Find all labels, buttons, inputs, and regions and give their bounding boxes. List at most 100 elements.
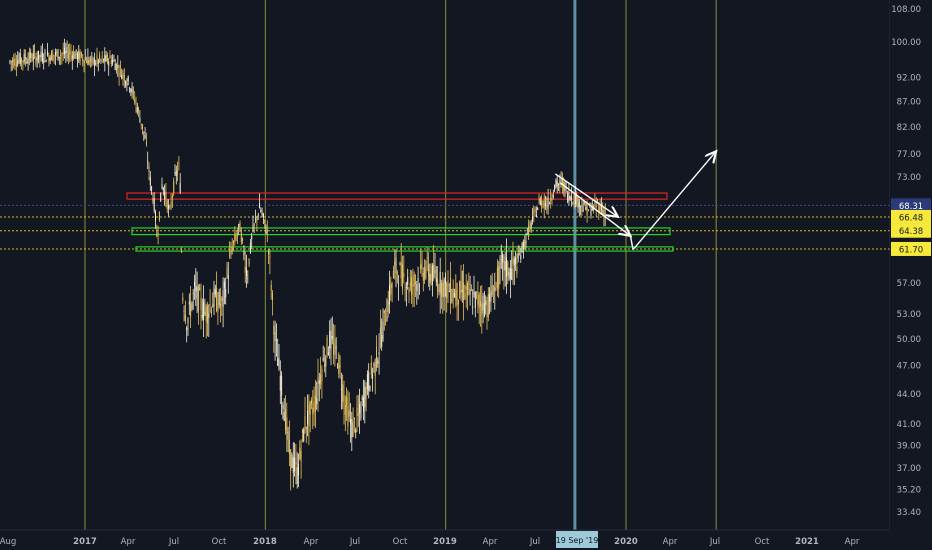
candle-body (40, 51, 42, 57)
candle-body (222, 290, 224, 307)
projection-arrows[interactable] (554, 151, 716, 251)
candle-body (385, 324, 387, 325)
candle-body (220, 303, 221, 307)
candle-body (318, 380, 320, 384)
projection-arrow[interactable] (554, 173, 618, 217)
candle-body (65, 50, 67, 54)
candle-body (470, 289, 472, 291)
candle-body (274, 332, 276, 342)
candle-body (338, 354, 340, 374)
candle-body (508, 272, 510, 280)
candle-body (99, 55, 101, 60)
candle-body (381, 335, 383, 347)
candle-body (535, 215, 537, 217)
candle-body (424, 266, 426, 279)
candle-body (496, 267, 498, 288)
projection-arrow[interactable] (629, 235, 634, 250)
candle-body (44, 51, 46, 54)
candle-body (153, 198, 155, 211)
candle-body (246, 268, 247, 277)
price-tick-label: 47.00 (897, 362, 921, 372)
candle-body (109, 55, 111, 59)
candle-body (221, 298, 223, 301)
time-tick-label: Apr (663, 537, 678, 547)
candle-body (31, 60, 33, 62)
candle-body (130, 89, 132, 92)
candle-body (555, 179, 557, 186)
time-tick-label: 2020 (614, 537, 638, 547)
price-tick-label: 73.00 (897, 173, 921, 183)
support-1-zone[interactable] (131, 227, 671, 236)
candle-body (36, 58, 38, 61)
candle-body (577, 202, 579, 208)
candle-body (96, 55, 98, 60)
price-zones[interactable] (126, 192, 674, 252)
candle-body (129, 88, 130, 90)
candle-body (551, 198, 553, 200)
candle-body (379, 328, 381, 335)
candle-body (383, 310, 385, 314)
projection-arrow[interactable] (632, 151, 716, 251)
candle-body (325, 357, 327, 367)
candle-body (134, 99, 136, 103)
candle-body (526, 229, 528, 231)
candle-body (581, 203, 583, 212)
candle-body (92, 57, 94, 63)
candle-body (178, 163, 180, 165)
candle-body (25, 57, 26, 60)
candle-body (147, 160, 149, 162)
candle-body (260, 209, 262, 212)
candle-body (71, 55, 73, 60)
projection-arrow[interactable] (559, 182, 630, 236)
candle-body (451, 298, 453, 301)
price-tick-label: 77.00 (897, 150, 921, 160)
candle-body (9, 60, 11, 62)
candle-body (485, 300, 487, 306)
candle-body (83, 60, 85, 65)
price-tick-label: 41.00 (897, 420, 921, 430)
candle-body (265, 231, 267, 234)
price-badge-label: 61.70 (899, 245, 923, 255)
candle-body (459, 281, 461, 298)
candle-body (421, 260, 423, 270)
candle-body (56, 52, 58, 53)
candle-body (256, 217, 258, 221)
price-axis[interactable]: 108.00 100.00 92.00 87.00 82.00 77.00 73.00 68.… (890, 0, 932, 530)
time-axis[interactable]: Aug 2017 Apr Jul Oct 2018 Apr Jul Oct 2019 Apr Jul 1… (0, 531, 932, 550)
candle-body (296, 467, 298, 484)
candle-body (170, 201, 172, 207)
candle-body (481, 303, 483, 314)
candle-body (264, 219, 266, 223)
candle-body (438, 290, 440, 292)
candle-body (346, 397, 348, 406)
candle-body (67, 53, 69, 59)
candle-body (413, 274, 415, 287)
candle-body (326, 337, 328, 355)
candle-body (478, 294, 480, 308)
candle-body (227, 274, 229, 279)
candle-body (145, 142, 147, 145)
resistance-zone[interactable] (126, 192, 668, 200)
candle-body (591, 206, 593, 211)
candle-body (161, 183, 163, 189)
candle-body (392, 271, 394, 279)
candle-body (408, 289, 410, 293)
candle-body (352, 422, 354, 437)
candle-body (590, 208, 592, 217)
candle-body (329, 331, 331, 349)
price-tick-label: 50.00 (897, 335, 921, 345)
support-2-zone[interactable] (135, 246, 674, 252)
candle-body (60, 55, 62, 56)
candle-body (10, 61, 12, 63)
candle-body (572, 202, 574, 204)
candle-body (86, 60, 88, 63)
candle-body (439, 272, 441, 293)
candle-body (14, 58, 16, 66)
candle-body (600, 204, 602, 210)
candle-body (599, 206, 601, 212)
candle-body (279, 375, 281, 391)
candle-body (491, 285, 493, 296)
candle-body (308, 404, 310, 427)
candle-body (179, 183, 181, 193)
